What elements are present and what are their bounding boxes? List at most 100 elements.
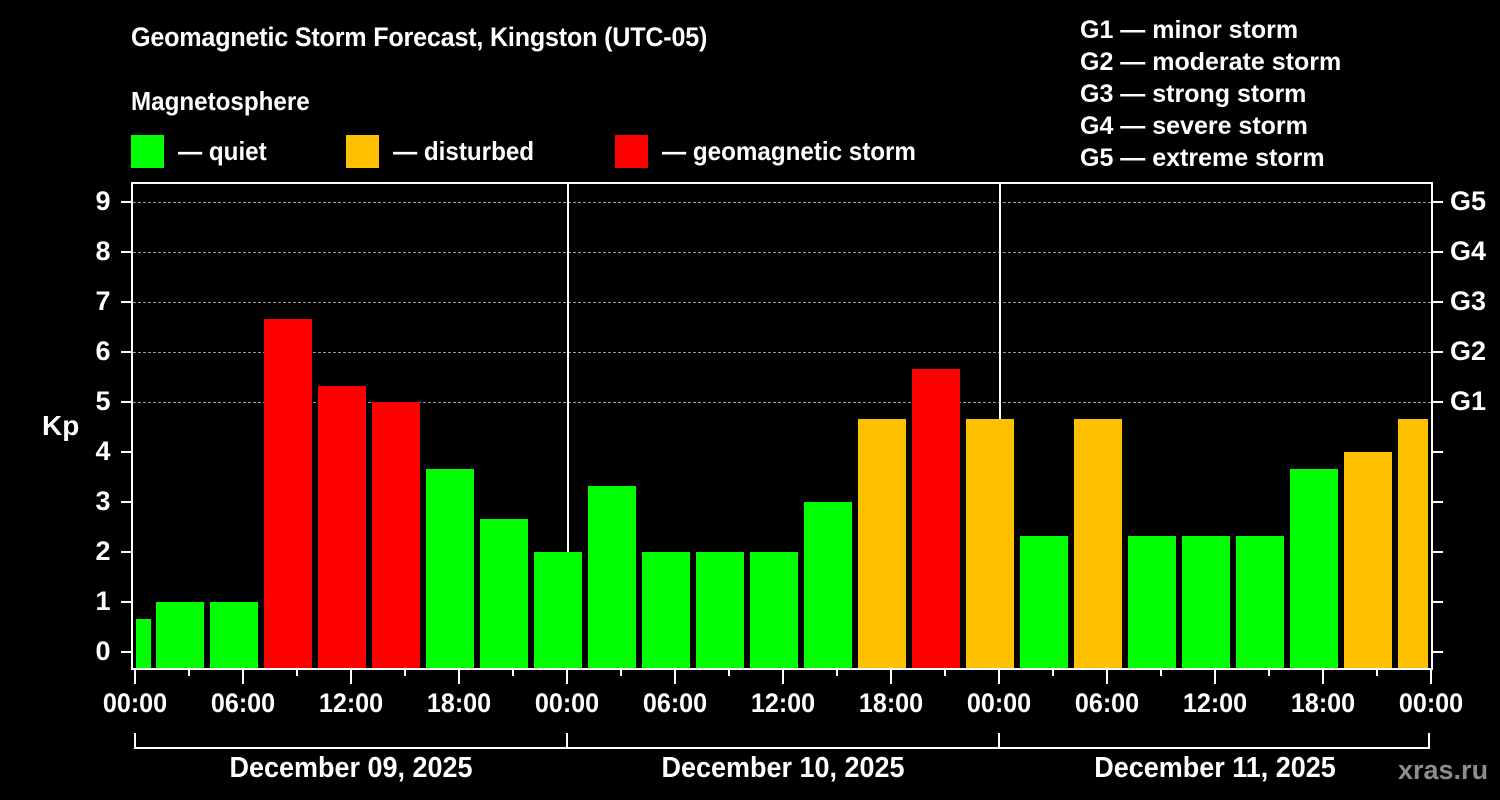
kp-bar (264, 318, 312, 668)
y-tick-right (1433, 401, 1443, 403)
kp-bar (1182, 535, 1230, 668)
y-tick (121, 201, 131, 203)
x-tick-major (998, 668, 1000, 684)
date-label: December 10, 2025 (661, 752, 905, 784)
x-tick-major (1106, 668, 1108, 684)
y-tick-right (1433, 501, 1443, 503)
day-separator (567, 184, 569, 668)
y-tick-right (1433, 351, 1443, 353)
x-tick-major (782, 668, 784, 684)
y-tick-right (1433, 301, 1443, 303)
y-tick-label: 8 (95, 236, 111, 266)
date-bracket-tick (1428, 733, 1430, 748)
y-tick-right (1433, 651, 1443, 653)
kp-bar (1398, 418, 1428, 668)
kp-bar (696, 552, 744, 668)
chart-subtitle: Magnetosphere (131, 86, 310, 116)
x-tick-minor (188, 668, 190, 676)
storm-scale-legend: G1 — minor storm G2 — moderate storm G3 … (1080, 14, 1341, 174)
x-tick-label: 12:00 (750, 688, 816, 718)
y-tick (121, 651, 131, 653)
kp-bar (534, 552, 582, 668)
x-tick-major (242, 668, 244, 684)
legend-storm: — geomagnetic storm (615, 134, 935, 168)
legend-label: — quiet (178, 135, 267, 166)
gridline (133, 352, 1431, 353)
kp-bar (804, 502, 852, 668)
y-tick (121, 351, 131, 353)
date-bracket-tick (566, 733, 568, 748)
gridline (133, 402, 1431, 403)
y-tick-label: 7 (95, 286, 111, 316)
kp-bar (156, 602, 204, 668)
y-axis-label: Kp (42, 410, 80, 441)
y-tick-right (1433, 551, 1443, 553)
x-tick-label: 18:00 (1290, 688, 1356, 718)
chart-title: Geomagnetic Storm Forecast, Kingston (UT… (131, 22, 708, 52)
x-tick-label: 06:00 (210, 688, 276, 718)
y-tick (121, 251, 131, 253)
storm-scale-g2: G2 — moderate storm (1080, 48, 1342, 76)
kp-bar (750, 552, 798, 668)
x-tick-major (1322, 668, 1324, 684)
x-tick-major (134, 668, 136, 684)
y-tick-right (1433, 451, 1443, 453)
kp-bar (318, 385, 366, 668)
x-tick-label: 06:00 (642, 688, 708, 718)
kp-bar (966, 418, 1014, 668)
x-tick-label: 00:00 (1398, 688, 1464, 718)
kp-bar (588, 485, 636, 668)
x-tick-major (1214, 668, 1216, 684)
x-tick-major (1430, 668, 1432, 684)
y-tick-label: 6 (95, 336, 111, 366)
y-tick (121, 501, 131, 503)
x-tick-minor (1052, 668, 1054, 676)
legend-label: — disturbed (393, 135, 535, 166)
y-tick-label: 2 (95, 536, 111, 566)
date-bracket-tick (998, 733, 1000, 748)
quiet-swatch-icon (131, 134, 164, 168)
date-label: December 11, 2025 (1094, 752, 1336, 784)
legend-quiet: — quiet (131, 134, 273, 168)
x-tick-minor (1160, 668, 1162, 676)
kp-bar (480, 518, 528, 668)
x-tick-minor (296, 668, 298, 676)
kp-bar (1290, 468, 1338, 668)
y-tick-right (1433, 201, 1443, 203)
x-tick-label: 00:00 (966, 688, 1032, 718)
disturbed-swatch-icon (346, 134, 379, 168)
x-tick-label: 12:00 (1182, 688, 1248, 718)
y-tick-label: 4 (95, 436, 111, 466)
x-tick-label: 18:00 (426, 688, 492, 718)
x-tick-major (566, 668, 568, 684)
x-tick-minor (1376, 668, 1378, 676)
x-tick-minor (620, 668, 622, 676)
x-tick-major (674, 668, 676, 684)
x-tick-minor (404, 668, 406, 676)
x-tick-minor (1268, 668, 1270, 676)
date-label: December 09, 2025 (229, 752, 473, 784)
g-scale-label: G4 (1450, 236, 1487, 266)
legend-disturbed: — disturbed (346, 134, 545, 168)
x-tick-label: 00:00 (534, 688, 600, 718)
y-tick (121, 401, 131, 403)
y-tick-label: 0 (95, 636, 111, 666)
kp-bar (1344, 452, 1392, 668)
kp-bar (858, 418, 906, 668)
storm-scale-g4: G4 — severe storm (1080, 112, 1308, 140)
g-scale-label: G5 (1450, 186, 1487, 216)
kp-bar (1236, 535, 1284, 668)
y-tick-label: 3 (95, 486, 111, 516)
plot-area (131, 182, 1433, 670)
legend-label: — geomagnetic storm (662, 135, 916, 166)
x-tick-major (350, 668, 352, 684)
x-tick-minor (836, 668, 838, 676)
storm-scale-g3: G3 — strong storm (1080, 80, 1307, 108)
storm-scale-g1: G1 — minor storm (1080, 16, 1299, 44)
y-tick-right (1433, 251, 1443, 253)
kp-bar (210, 602, 258, 668)
kp-bar (1074, 418, 1122, 668)
kp-bar (426, 468, 474, 668)
kp-bar (642, 552, 690, 668)
y-tick-label: 1 (95, 586, 111, 616)
